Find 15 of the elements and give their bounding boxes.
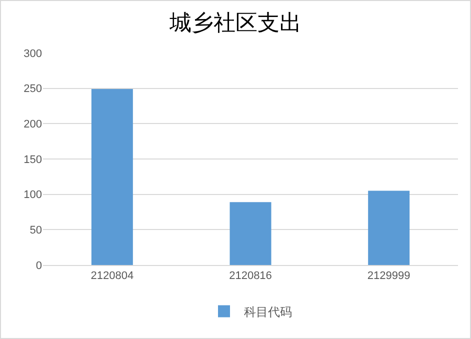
bar — [368, 190, 410, 265]
x-tick-label: 2120804 — [90, 270, 134, 282]
legend-label: 科目代码 — [244, 304, 292, 319]
chart-title: 城乡社区支出 — [168, 10, 302, 36]
y-tick-label: 100 — [24, 189, 42, 202]
y-tick-label: 0 — [36, 260, 42, 272]
y-tick-label: 50 — [30, 224, 42, 237]
bar — [230, 202, 272, 265]
bar — [91, 89, 133, 265]
x-tick-label: 2120816 — [229, 270, 272, 282]
y-tick-label: 250 — [24, 83, 42, 96]
y-tick-label: 150 — [24, 154, 42, 166]
y-tick-label: 300 — [24, 48, 42, 60]
y-tick-label: 200 — [24, 118, 42, 131]
x-tick-label: 2129999 — [367, 270, 410, 282]
